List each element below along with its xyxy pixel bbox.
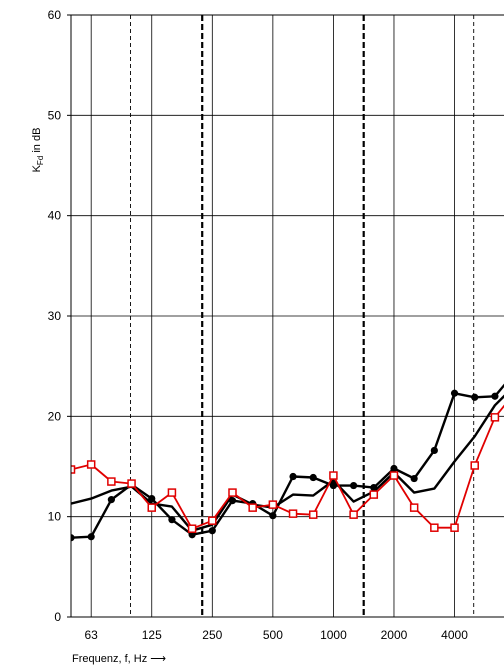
y-tick-label: 0 xyxy=(54,610,61,624)
svg-text:Frequenz, f, Hz ⟶: Frequenz, f, Hz ⟶ xyxy=(72,653,166,665)
data-point xyxy=(87,533,95,541)
data-point xyxy=(167,488,177,497)
data-point xyxy=(329,471,338,480)
data-point xyxy=(86,460,96,469)
data-point xyxy=(329,481,338,490)
y-axis-label: KFd in dB xyxy=(31,128,45,173)
data-point xyxy=(71,534,75,542)
series-1 xyxy=(71,394,504,532)
y-tick-label: 10 xyxy=(48,510,62,524)
data-point xyxy=(208,527,216,535)
data-point xyxy=(107,477,116,486)
y-axis-label-unit: in dB xyxy=(31,128,43,153)
data-point xyxy=(71,465,76,474)
data-point xyxy=(289,472,297,481)
data-point xyxy=(370,483,378,492)
data-point xyxy=(369,490,379,499)
svg-text:KFd in dB: KFd in dB xyxy=(31,128,45,173)
series-3 xyxy=(71,404,504,533)
x-tick-label: 500 xyxy=(263,628,283,642)
data-point xyxy=(450,523,459,532)
y-axis-label-main: K xyxy=(31,164,43,172)
series-layer xyxy=(71,383,504,542)
data-point xyxy=(268,500,278,509)
data-point xyxy=(228,488,237,497)
data-point xyxy=(470,461,479,470)
data-point xyxy=(349,510,358,519)
series-line xyxy=(71,394,504,532)
data-point xyxy=(430,446,438,455)
data-point xyxy=(308,510,318,519)
data-point xyxy=(309,473,317,482)
data-point xyxy=(409,503,419,512)
series-line xyxy=(71,383,504,539)
data-point xyxy=(390,464,398,473)
data-point xyxy=(350,481,358,490)
data-point xyxy=(430,523,439,532)
x-tick-label: 4000 xyxy=(441,628,468,642)
data-point xyxy=(450,389,459,397)
grid xyxy=(71,14,504,618)
data-point xyxy=(471,393,479,401)
x-axis-label: Frequenz, f, Hz ⟶ xyxy=(72,653,166,665)
x-tick-label: 2000 xyxy=(381,628,408,642)
y-tick-label: 30 xyxy=(48,309,62,323)
series-line xyxy=(71,404,504,530)
y-tick-label: 50 xyxy=(48,108,62,122)
data-point xyxy=(127,479,136,488)
data-point xyxy=(147,503,156,512)
x-tick-label: 125 xyxy=(142,628,162,642)
data-point xyxy=(410,474,418,483)
series-2 xyxy=(71,383,504,542)
y-tick-label: 60 xyxy=(48,8,62,22)
data-point xyxy=(491,392,499,400)
data-point xyxy=(490,413,500,422)
x-tick-label: 63 xyxy=(85,628,99,642)
data-point xyxy=(248,503,257,512)
y-tick-label: 40 xyxy=(48,209,62,223)
data-point xyxy=(148,495,156,503)
data-point xyxy=(107,496,115,504)
x-tick-label: 250 xyxy=(202,628,222,642)
data-point xyxy=(228,497,237,505)
data-point xyxy=(389,471,399,480)
tick-labels: 0 10 20 30 40 50 60 63 125 250 500 1000 2000 4000 xyxy=(48,8,469,642)
data-point xyxy=(269,512,277,520)
y-tick-label: 20 xyxy=(48,409,62,423)
data-point xyxy=(208,516,217,525)
data-point xyxy=(187,524,197,533)
y-axis-label-sub: Fd xyxy=(36,156,45,165)
data-point xyxy=(288,509,298,518)
data-point xyxy=(168,516,176,524)
x-axis-label-arrow: ⟶ xyxy=(150,653,166,665)
x-axis-label-text: Frequenz, f, Hz xyxy=(72,653,147,665)
x-tick-label: 1000 xyxy=(320,628,347,642)
